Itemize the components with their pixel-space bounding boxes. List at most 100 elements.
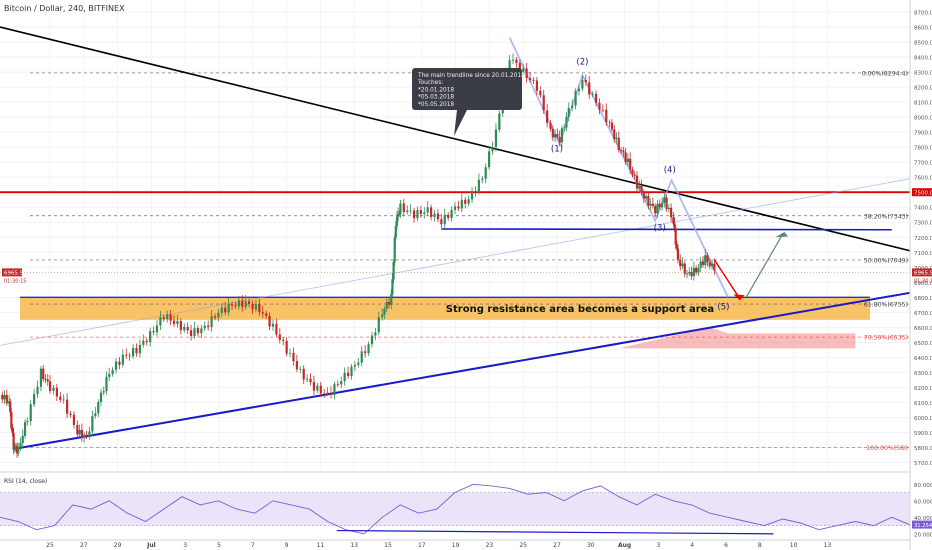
last-price-badge [912, 268, 932, 277]
candle-body [393, 237, 396, 262]
candle-body [244, 301, 247, 308]
candle-body [224, 307, 227, 313]
candle-body [598, 102, 601, 110]
candle-body [350, 366, 353, 377]
candle-body [302, 368, 305, 380]
candle-body [660, 202, 664, 208]
support-line-7250 [441, 228, 892, 231]
candle-body [591, 93, 594, 95]
x-tick-label: 5 [217, 542, 221, 549]
candle-body [675, 244, 678, 249]
candle-body [563, 127, 566, 129]
candle-body [162, 317, 165, 320]
candle-body [172, 320, 176, 325]
candle-body [44, 379, 47, 380]
candle-body [21, 435, 24, 444]
candle-body [701, 261, 705, 266]
y-tick-label: 7400.0 [914, 206, 932, 212]
x-tick-label: 13 [350, 542, 358, 549]
candle-body [546, 110, 549, 123]
x-tick-label: 27 [553, 542, 561, 549]
fib-label: 38.20%(7343) [864, 213, 908, 220]
main-trendline [0, 26, 911, 252]
candle-body [12, 432, 15, 450]
candle-body [558, 136, 561, 143]
wave-label: (2) [576, 58, 588, 68]
candle-body [91, 415, 94, 432]
candle-body [626, 158, 629, 163]
candle-body [426, 207, 429, 213]
candle-body [268, 316, 271, 327]
candle-body [193, 328, 196, 336]
y-tick-label: 8500.0 [914, 41, 932, 47]
candle-body [549, 122, 552, 129]
candle-body [190, 330, 193, 336]
candle-body [635, 175, 639, 189]
x-tick-label: 11 [317, 542, 325, 549]
candle-body [278, 334, 281, 340]
candle-body [567, 108, 570, 117]
candle-body [55, 387, 58, 397]
candle-body [241, 300, 244, 308]
candle-body [423, 212, 426, 215]
candle-body [658, 203, 661, 208]
candle-body [76, 424, 79, 435]
candle-body [217, 312, 220, 318]
candle-body [340, 381, 343, 385]
candle-body [436, 213, 440, 220]
timer-label: 01:30:15 [914, 278, 932, 284]
y-tick-label: 8400.0 [914, 56, 932, 62]
x-tick-label: 23 [486, 542, 494, 549]
y-tick-label: 6100.0 [914, 401, 932, 407]
candle-body [688, 272, 691, 274]
candle-body [624, 152, 627, 163]
candle-body [391, 279, 394, 295]
candle-body [515, 59, 518, 63]
candle-body [665, 197, 668, 210]
candle-body [145, 340, 148, 343]
candle-body [377, 317, 380, 333]
candle-body [453, 206, 457, 210]
candle-body [663, 197, 666, 203]
y-tick-label: 6600.0 [914, 326, 932, 332]
y-tick-label: 8300.0 [914, 71, 932, 77]
rsi-series-line [0, 483, 911, 535]
candle-body [15, 446, 19, 454]
candle-body [149, 331, 152, 343]
x-tick-label: 19 [452, 542, 460, 549]
y-tick-label: 7300.0 [914, 221, 932, 227]
candle-body [200, 328, 203, 334]
candle-body [610, 122, 614, 130]
candle-body [656, 203, 659, 214]
candle-body [390, 294, 393, 305]
candle-body [176, 321, 179, 325]
candle-body [672, 217, 675, 224]
candle-body [285, 340, 288, 354]
last-price-label: 6965.9 [4, 271, 24, 277]
candle-body [357, 362, 360, 365]
x-tick-label: Aug [618, 542, 631, 549]
x-tick-label: 30 [587, 542, 595, 549]
candle-body [316, 385, 319, 391]
candle-body [207, 325, 210, 328]
candle-body [697, 267, 700, 273]
candle-body [33, 394, 36, 405]
candle-body [381, 314, 384, 318]
down-arrow-line [713, 259, 741, 300]
candle-body [494, 129, 498, 148]
candle-body [383, 309, 386, 315]
candle-body [617, 137, 620, 150]
candle-body [62, 399, 65, 401]
candle-body [522, 68, 525, 72]
x-tick-label: 6 [724, 542, 728, 549]
candle-body [704, 255, 707, 266]
candle-body [220, 307, 223, 313]
candle-body [640, 185, 643, 193]
candle-body [121, 354, 124, 365]
candle-body [474, 191, 477, 193]
candle-body [94, 413, 97, 416]
candle-body [83, 434, 86, 439]
x-tick-label: 27 [80, 542, 88, 549]
